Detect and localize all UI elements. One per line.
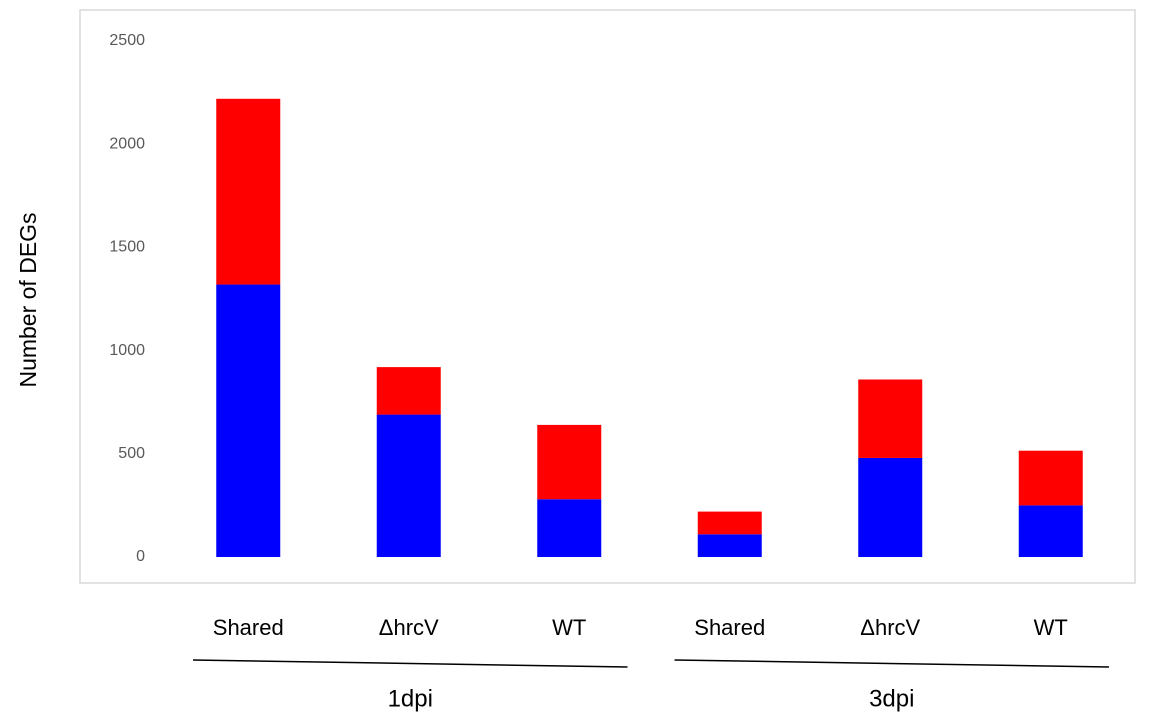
x-tick-label: Shared	[694, 615, 765, 640]
y-tick-label: 1000	[109, 342, 145, 359]
x-tick-label: ΔhrcV	[379, 615, 439, 640]
bar-segment	[376, 367, 441, 415]
y-tick-label: 2500	[109, 32, 145, 49]
y-tick-label: 1500	[109, 239, 145, 256]
bar-segment	[216, 98, 281, 285]
bar-segment	[1018, 505, 1083, 557]
bar-segment	[697, 511, 762, 535]
group-label: 1dpi	[388, 685, 433, 712]
y-tick-label: 2000	[109, 135, 145, 152]
x-tick-label: WT	[1034, 615, 1068, 640]
bar-segment	[216, 284, 281, 557]
y-axis-label: Number of DEGs	[15, 212, 41, 387]
x-tick-label: WT	[552, 615, 586, 640]
bar-segment	[376, 414, 441, 557]
bar-segment	[1018, 450, 1083, 506]
group-line	[674, 659, 1110, 668]
bar-segment	[537, 424, 602, 500]
bar-segment	[537, 499, 602, 557]
y-tick-label: 500	[118, 445, 145, 462]
plot-frame	[79, 9, 1136, 584]
group-line	[192, 659, 628, 668]
bar-segment	[697, 534, 762, 557]
bar-segment	[858, 457, 923, 557]
group-label: 3dpi	[869, 685, 914, 712]
x-tick-label: Shared	[213, 615, 284, 640]
y-tick-label: 0	[136, 548, 145, 565]
x-tick-label: ΔhrcV	[860, 615, 920, 640]
bar-segment	[858, 379, 923, 458]
